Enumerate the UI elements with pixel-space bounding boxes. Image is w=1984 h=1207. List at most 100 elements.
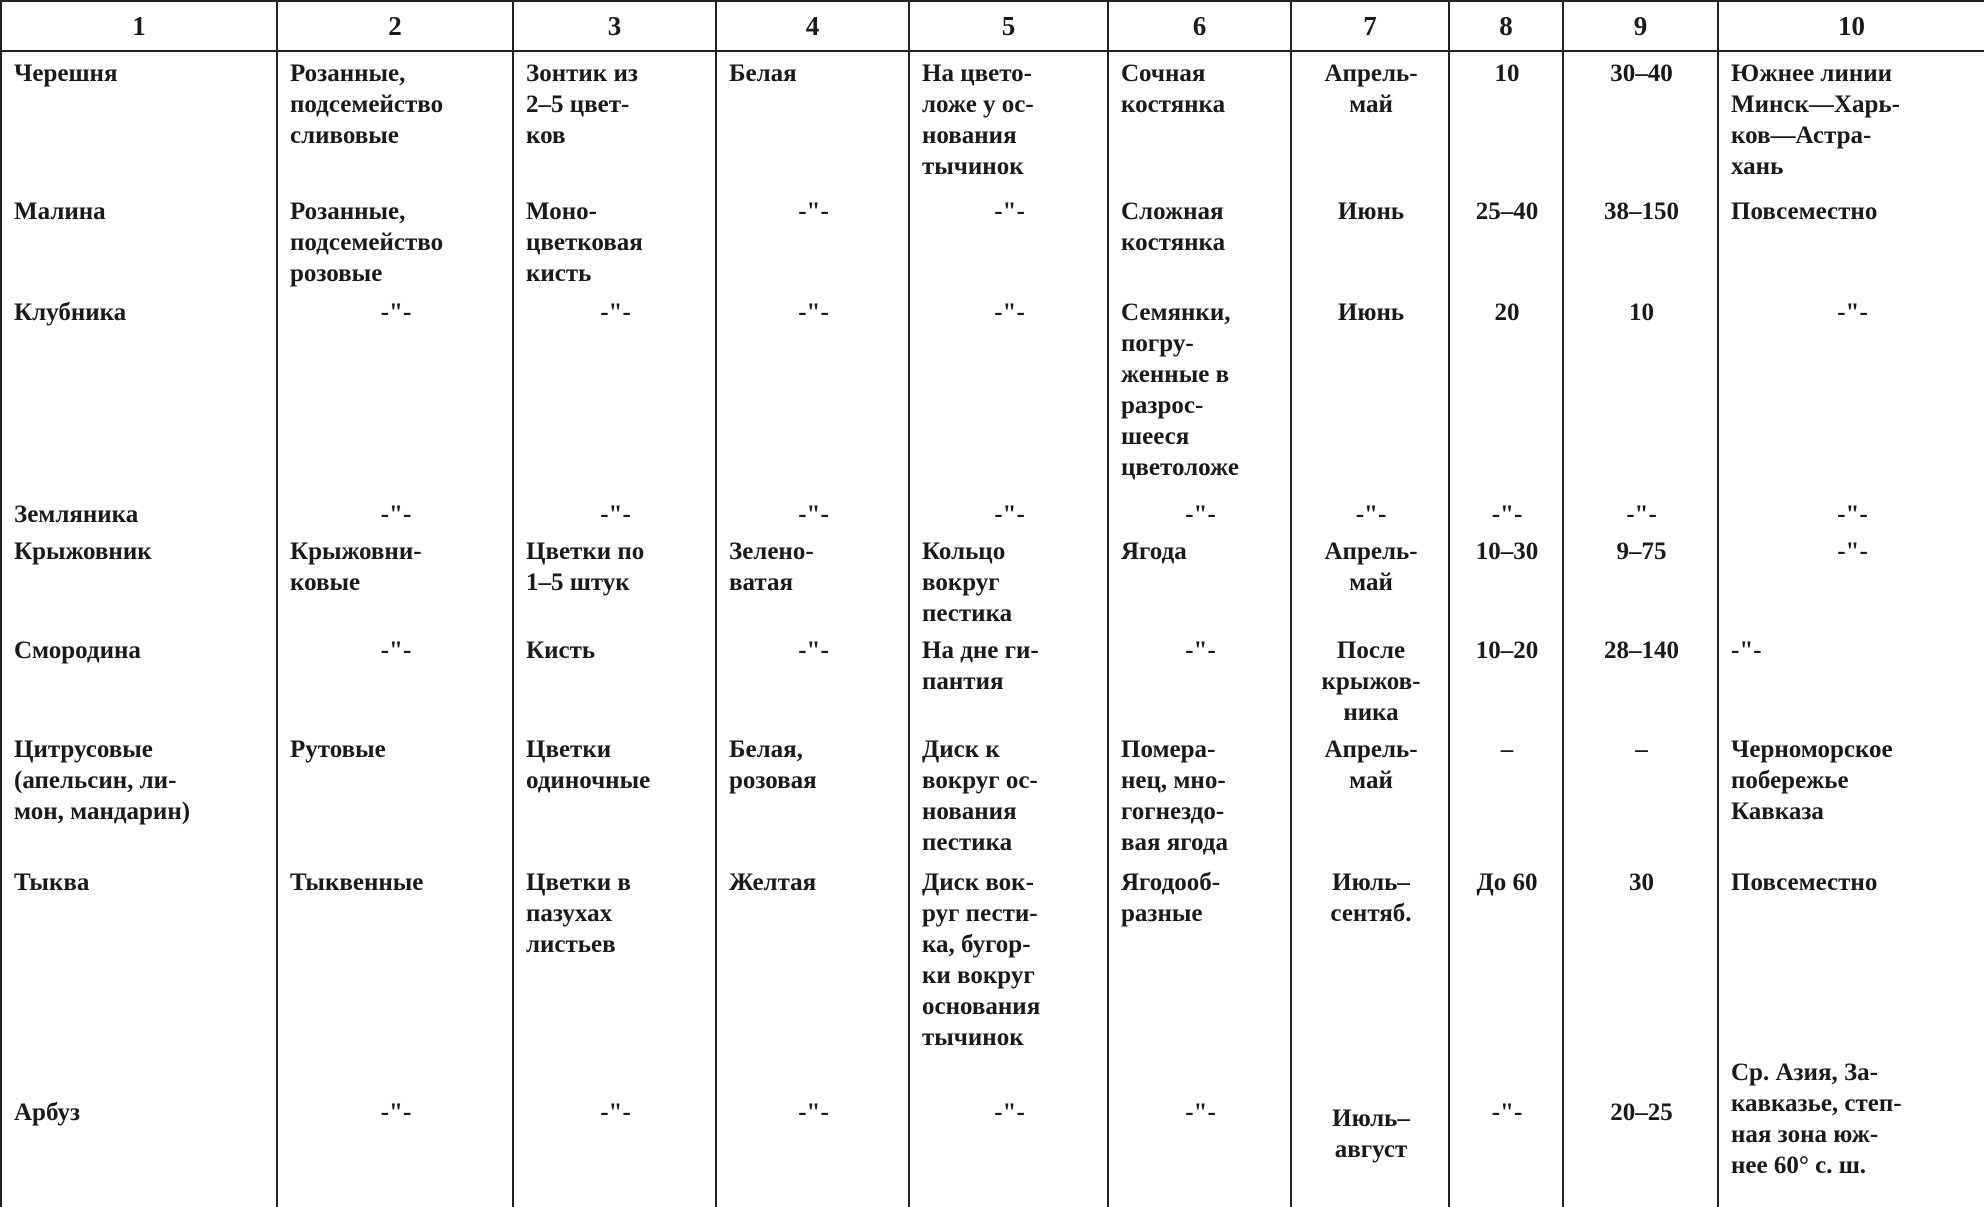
table-cell: Цитрусовые (апельсин, ли- мон, мандарин) xyxy=(0,728,278,861)
table-cell: -"- xyxy=(1107,1053,1292,1207)
table-cell: -"- xyxy=(908,493,1109,530)
table-cell: Кисть xyxy=(512,629,717,728)
table-cell: Повсеместно xyxy=(1717,190,1984,291)
table-cell: Желтая xyxy=(715,861,910,1053)
table-cell: Земляника xyxy=(0,493,278,530)
table-row: Малина Розанные, подсемейство розовые Моно… xyxy=(0,190,1984,291)
table-cell: -"- xyxy=(1290,493,1450,530)
header-cell: 2 xyxy=(276,0,514,52)
table-cell: Сочная костянка xyxy=(1107,51,1292,190)
table-cell: -"- xyxy=(908,291,1109,493)
table-cell: Зелено- ватая xyxy=(715,530,910,629)
table-cell: На дне ги- пантия xyxy=(908,629,1109,728)
table-cell: После крыжов- ника xyxy=(1290,629,1450,728)
table-cell: Июль– сентяб. xyxy=(1290,861,1450,1053)
table-cell: Июль– август xyxy=(1290,1053,1450,1207)
table-cell: -"- xyxy=(1448,1053,1564,1207)
table-cell: Апрель- май xyxy=(1290,728,1450,861)
table-cell: – xyxy=(1562,728,1719,861)
table-cell: -"- xyxy=(715,493,910,530)
table-row: Тыква Тыквенные Цветки в пазухах листьев Же… xyxy=(0,861,1984,1053)
table-row: Черешня Розанные, подсемейство сливовые Зо… xyxy=(0,51,1984,190)
table-cell: Ср. Азия, За- кавказье, степ- ная зона ю… xyxy=(1717,1053,1984,1207)
table-cell: Сложная костянка xyxy=(1107,190,1292,291)
table-row: Клубника -"- -"- -"- -"- Семянки, погру- женн… xyxy=(0,291,1984,493)
header-cell: 3 xyxy=(512,0,717,52)
table-cell: Белая xyxy=(715,51,910,190)
header-cell: 7 xyxy=(1290,0,1450,52)
table-cell: Кольцо вокруг пестика xyxy=(908,530,1109,629)
table-cell: 10–20 xyxy=(1448,629,1564,728)
table-cell: Крыжовни- ковые xyxy=(276,530,514,629)
table-cell: Белая, розовая xyxy=(715,728,910,861)
table-cell: -"- xyxy=(715,190,910,291)
header-cell: 4 xyxy=(715,0,910,52)
table-cell: -"- xyxy=(512,493,717,530)
table-cell: -"- xyxy=(908,190,1109,291)
table-cell: 10–30 xyxy=(1448,530,1564,629)
table-cell: -"- xyxy=(715,291,910,493)
table-cell: -"- xyxy=(908,1053,1109,1207)
table-cell: Цветки по 1–5 штук xyxy=(512,530,717,629)
table-cell: -"- xyxy=(276,493,514,530)
table-cell: -"- xyxy=(1717,629,1984,728)
table-cell: Цветки одиночные xyxy=(512,728,717,861)
table-cell: Тыквенные xyxy=(276,861,514,1053)
table-cell: Апрель- май xyxy=(1290,51,1450,190)
table-cell: 30 xyxy=(1562,861,1719,1053)
table-cell: -"- xyxy=(512,291,717,493)
table-row: Арбуз -"- -"- -"- -"- -"- Июль– август -"- 20–25… xyxy=(0,1053,1984,1207)
table-cell: – xyxy=(1448,728,1564,861)
table-cell: -"- xyxy=(1717,530,1984,629)
table-cell: -"- xyxy=(1448,493,1564,530)
table-cell: Клубника xyxy=(0,291,278,493)
table-cell: На цвето- ложе у ос- нования тычинок xyxy=(908,51,1109,190)
table-cell: -"- xyxy=(512,1053,717,1207)
header-row: 1 2 3 4 5 6 7 8 9 10 xyxy=(0,0,1984,52)
table-cell: 10 xyxy=(1562,291,1719,493)
header-cell: 6 xyxy=(1107,0,1292,52)
table-cell: Ягодооб- разные xyxy=(1107,861,1292,1053)
table-cell: -"- xyxy=(715,1053,910,1207)
table-cell: -"- xyxy=(1717,493,1984,530)
header-cell: 8 xyxy=(1448,0,1564,52)
table-cell: Малина xyxy=(0,190,278,291)
table-cell: -"- xyxy=(276,291,514,493)
table-cell: Ягода xyxy=(1107,530,1292,629)
table-cell: Рутовые xyxy=(276,728,514,861)
table-cell: Розанные, подсемейство сливовые xyxy=(276,51,514,190)
table-cell: Черноморское побережье Кавказа xyxy=(1717,728,1984,861)
table-cell: Южнее линии Минск—Харь- ков—Астра- хань xyxy=(1717,51,1984,190)
table-cell: До 60 xyxy=(1448,861,1564,1053)
table-cell: Моно- цветковая кисть xyxy=(512,190,717,291)
table-cell: Тыква xyxy=(0,861,278,1053)
table-cell: Июнь xyxy=(1290,291,1450,493)
table-cell: 25–40 xyxy=(1448,190,1564,291)
table-cell: 38–150 xyxy=(1562,190,1719,291)
table-cell: -"- xyxy=(1562,493,1719,530)
table-row: Земляника -"- -"- -"- -"- -"- -"- -"- -"- -"- xyxy=(0,493,1984,530)
table-cell: -"- xyxy=(276,1053,514,1207)
header-cell: 1 xyxy=(0,0,278,52)
table-cell: -"- xyxy=(1107,493,1292,530)
table-cell: 20 xyxy=(1448,291,1564,493)
table-cell: Цветки в пазухах листьев xyxy=(512,861,717,1053)
table-body: Черешня Розанные, подсемейство сливовые Зо… xyxy=(0,51,1984,1207)
table-cell: 9–75 xyxy=(1562,530,1719,629)
table-cell: Смородина xyxy=(0,629,278,728)
table-cell: Розанные, подсемейство розовые xyxy=(276,190,514,291)
table-cell: 20–25 xyxy=(1562,1053,1719,1207)
table-cell: 30–40 xyxy=(1562,51,1719,190)
table-cell: Арбуз xyxy=(0,1053,278,1207)
table-cell: Крыжовник xyxy=(0,530,278,629)
table-cell: Помера- нец, мно- гогнездо- вая ягода xyxy=(1107,728,1292,861)
table-cell: Июнь xyxy=(1290,190,1450,291)
table-cell: Апрель- май xyxy=(1290,530,1450,629)
table-row: Цитрусовые (апельсин, ли- мон, мандарин)… xyxy=(0,728,1984,861)
table-cell: Семянки, погру- женные в разрос- шееся ц… xyxy=(1107,291,1292,493)
header-cell: 5 xyxy=(908,0,1109,52)
table-cell: 10 xyxy=(1448,51,1564,190)
table-cell: -"- xyxy=(1717,291,1984,493)
table-cell: Зонтик из 2–5 цвет- ков xyxy=(512,51,717,190)
table-cell: Диск к вокруг ос- нования пестика xyxy=(908,728,1109,861)
